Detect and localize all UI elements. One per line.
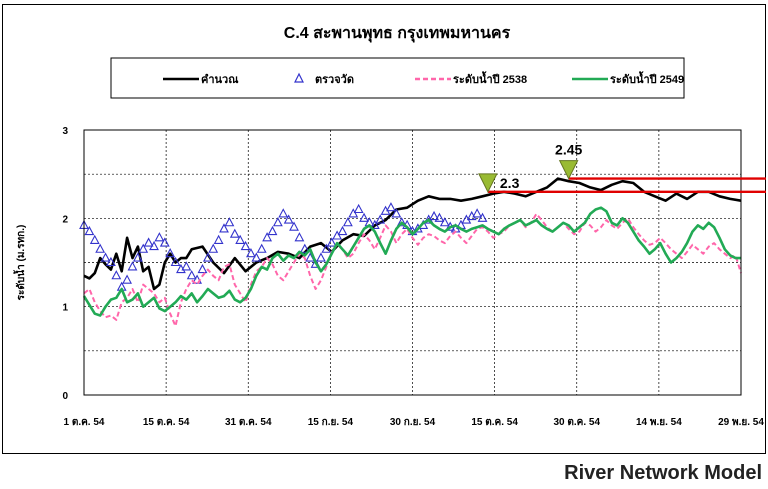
data-point bbox=[186, 270, 197, 280]
data-point bbox=[477, 212, 488, 222]
data-point bbox=[353, 203, 364, 214]
annotation-label: 2.3 bbox=[500, 175, 520, 191]
plot-border bbox=[83, 129, 742, 396]
x-tick-label: 15 ต.ค. 54 bbox=[471, 417, 518, 428]
grid bbox=[83, 129, 742, 396]
legend-label: ระดับน้ำปี 2549 bbox=[610, 71, 684, 86]
data-point bbox=[321, 243, 332, 253]
data-point bbox=[289, 221, 299, 231]
data-point bbox=[202, 252, 213, 262]
data-point bbox=[197, 263, 208, 274]
data-point bbox=[246, 247, 256, 258]
x-tick-label: 15 ก.ย. 54 bbox=[308, 417, 354, 428]
data-point bbox=[100, 252, 111, 262]
y-tick-label: 3 bbox=[62, 126, 68, 137]
data-point bbox=[208, 243, 219, 253]
data-point bbox=[342, 217, 353, 227]
x-tick-label: 15 ต.ค. 54 bbox=[143, 417, 190, 428]
axes: 1 ต.ค. 54 15 ต.ค. 54 31 ต.ค. 54 15 ก.ย. 54 3… bbox=[13, 126, 764, 428]
data-point bbox=[332, 230, 343, 240]
x-tick-label: 30 ก.ย. 54 bbox=[390, 417, 436, 428]
data-point bbox=[256, 243, 267, 253]
data-point bbox=[294, 232, 305, 242]
data-point bbox=[375, 214, 386, 224]
data-point bbox=[84, 225, 95, 236]
y-tick-label: 1 bbox=[62, 303, 68, 314]
annotations: 2.3 2.45 bbox=[478, 142, 766, 194]
data-point bbox=[143, 237, 154, 247]
data-point bbox=[106, 256, 116, 267]
series-observed bbox=[79, 202, 488, 291]
data-point bbox=[154, 232, 165, 242]
series-line-0 bbox=[83, 177, 742, 291]
data-point bbox=[272, 217, 283, 227]
data-point bbox=[181, 261, 192, 271]
legend: คำนวณ ตรวจวัด ระดับน้ำปี 2538 ระดับน้ำปี 25… bbox=[110, 57, 685, 99]
data-point bbox=[149, 240, 159, 251]
x-tick-label: 14 พ.ย. 54 bbox=[636, 417, 682, 428]
data-point bbox=[229, 228, 240, 238]
data-point bbox=[262, 232, 273, 242]
data-point bbox=[224, 217, 235, 227]
y-axis-label: ระดับน้ำ (ม.รทก.) bbox=[13, 225, 27, 301]
data-point bbox=[138, 243, 149, 253]
data-point bbox=[391, 208, 402, 218]
data-point bbox=[439, 217, 450, 227]
series-layer bbox=[79, 177, 742, 328]
legend-marker bbox=[294, 72, 304, 83]
chart-svg: C.4 สะพานพุทธ กรุงเทพมหานคร คำนวณ ตรวจวัด… bbox=[13, 25, 766, 428]
x-tick-label: 1 ต.ค. 54 bbox=[64, 417, 105, 428]
data-point bbox=[267, 225, 278, 236]
data-point bbox=[170, 256, 181, 267]
data-point bbox=[348, 208, 359, 218]
data-point bbox=[127, 261, 138, 271]
data-point bbox=[159, 237, 170, 247]
data-point bbox=[359, 212, 369, 222]
data-point bbox=[251, 252, 262, 262]
x-tick-label: 30 ต.ค. 54 bbox=[553, 417, 600, 428]
data-point bbox=[429, 210, 439, 221]
data-point bbox=[89, 234, 100, 244]
chart-title: C.4 สะพานพุทธ กรุงเทพมหานคร bbox=[284, 25, 511, 43]
data-point bbox=[95, 243, 106, 253]
data-point bbox=[213, 234, 224, 244]
data-point bbox=[316, 252, 326, 262]
series-line-3 bbox=[82, 206, 741, 317]
data-point bbox=[192, 274, 203, 284]
data-point bbox=[111, 270, 122, 280]
data-point bbox=[472, 208, 483, 218]
annotation-label: 2.45 bbox=[555, 142, 582, 158]
legend-label: ระดับน้ำปี 2538 bbox=[453, 71, 527, 86]
data-point bbox=[337, 225, 348, 236]
legend-label: ตรวจวัด bbox=[315, 73, 354, 86]
y-tick-label: 2 bbox=[62, 214, 68, 225]
data-point bbox=[299, 243, 310, 253]
data-point bbox=[283, 214, 294, 224]
annotation-marker bbox=[478, 173, 498, 193]
data-point bbox=[326, 237, 337, 247]
data-point bbox=[396, 217, 407, 227]
chart-frame bbox=[2, 4, 766, 454]
data-point bbox=[165, 247, 176, 258]
data-point bbox=[122, 274, 132, 284]
y-tick-label: 0 bbox=[62, 391, 68, 402]
data-point bbox=[386, 202, 396, 212]
data-point bbox=[219, 223, 229, 233]
legend-label: คำนวณ bbox=[201, 73, 239, 86]
x-tick-label: 29 พ.ย. 54 bbox=[718, 417, 764, 428]
data-point bbox=[434, 212, 445, 222]
data-point bbox=[235, 234, 246, 244]
x-tick-label: 31 ต.ค. 54 bbox=[225, 417, 272, 428]
data-point bbox=[369, 219, 380, 229]
data-point bbox=[240, 240, 251, 251]
annotation-marker bbox=[558, 160, 579, 180]
data-point bbox=[278, 208, 289, 218]
series-line-2 bbox=[83, 212, 742, 328]
footer-caption: River Network Model bbox=[564, 462, 762, 484]
data-point bbox=[132, 252, 143, 262]
